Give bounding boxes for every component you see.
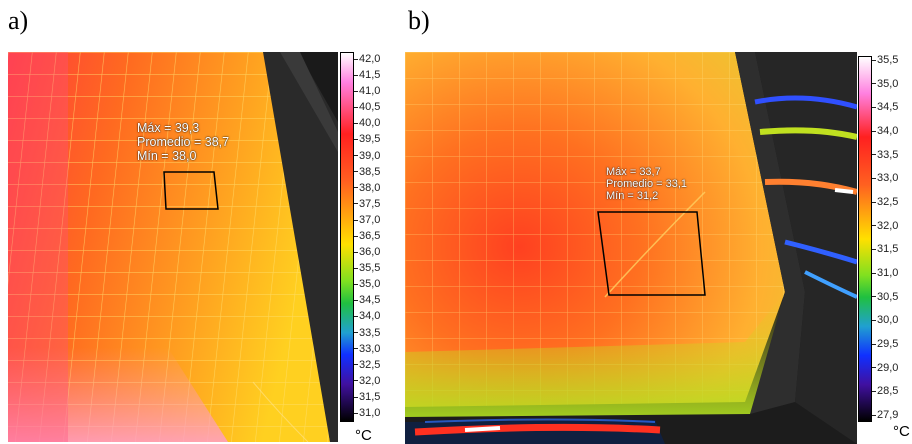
stat-max-b: Máx = 33,7 xyxy=(606,166,661,178)
stat-avg-a: Promedio = 38,7 xyxy=(137,134,230,149)
scale-tick-label: 36,0 xyxy=(354,247,380,258)
scale-tick-label: 27,9 xyxy=(872,410,898,421)
thermal-image-b xyxy=(405,52,857,444)
scale-tick-label: 38,5 xyxy=(354,166,380,178)
color-scale-bar-b xyxy=(858,56,872,422)
thermal-image-a xyxy=(8,52,338,442)
scale-tick-label: 34,0 xyxy=(354,311,380,322)
scale-tick-label: 31,5 xyxy=(872,244,898,255)
roi-stats-b: Máx = 33,7 Promedio = 33,1 Mín = 31,2 xyxy=(606,166,687,202)
scale-tick-label: 37,5 xyxy=(354,198,380,210)
stat-avg-b: Promedio = 33,1 xyxy=(606,178,688,191)
stat-min-b: Mín = 31,2 xyxy=(606,190,659,203)
panel-a-label: a) xyxy=(8,6,29,35)
scale-tick-label: 33,5 xyxy=(354,327,380,339)
scale-tick-label: 33,5 xyxy=(872,149,898,161)
roi-stats-a: Máx = 39,3 Promedio = 38,7 Mín = 38,0 xyxy=(137,121,230,163)
scale-tick-label: 34,5 xyxy=(354,295,380,306)
unit-label-b: °C xyxy=(893,423,910,440)
scale-tick-label: 35,5 xyxy=(354,263,380,274)
stat-min-a: Mín = 38,0 xyxy=(137,148,197,163)
scale-tick-label: 32,5 xyxy=(872,197,898,208)
scale-tick-label: 31,5 xyxy=(354,391,380,403)
scale-tick-label: 33,0 xyxy=(354,343,380,355)
unit-label-a: °C xyxy=(355,427,372,444)
scale-tick-label: 39,5 xyxy=(354,134,380,145)
panel-b-label: b) xyxy=(408,6,430,35)
scale-tick-label: 37,0 xyxy=(354,214,380,226)
scale-tick-label: 31,0 xyxy=(872,268,898,279)
scale-tick-label: 32,0 xyxy=(354,375,380,387)
scale-tick-label: 32,5 xyxy=(354,359,380,371)
scale-tick-label: 33,0 xyxy=(872,173,898,184)
scale-tick-label: 29,5 xyxy=(872,339,898,350)
scale-tick-label: 34,0 xyxy=(872,126,898,137)
scale-tick-label: 40,0 xyxy=(354,118,380,129)
scale-tick-label: 34,5 xyxy=(872,102,898,113)
roi-box-b xyxy=(597,211,706,296)
scale-tick-label: 30,5 xyxy=(872,291,898,303)
scale-tick-label: 31,0 xyxy=(354,408,380,419)
scale-tick-label: 42,0 xyxy=(354,54,380,65)
scale-tick-label: 38,0 xyxy=(354,182,380,194)
scale-tick-label: 30,0 xyxy=(872,315,898,326)
scale-tick-label: 29,0 xyxy=(872,362,898,374)
scale-tick-label: 28,5 xyxy=(872,386,898,397)
scale-tick-label: 35,5 xyxy=(872,55,898,66)
stat-max-a: Máx = 39,3 xyxy=(137,121,200,135)
scale-tick-label: 41,0 xyxy=(354,86,380,97)
scale-tick-label: 39,0 xyxy=(354,150,380,162)
color-scale-bar-a xyxy=(340,52,354,422)
scale-tick-label: 32,0 xyxy=(872,220,898,232)
scale-tick-label: 40,5 xyxy=(354,102,380,113)
scale-tick-label: 41,5 xyxy=(354,70,380,81)
scale-tick-label: 35,0 xyxy=(354,279,380,290)
scale-tick-label: 35,0 xyxy=(872,78,898,90)
scale-tick-label: 36,5 xyxy=(354,231,380,242)
roi-box-a xyxy=(163,171,219,210)
